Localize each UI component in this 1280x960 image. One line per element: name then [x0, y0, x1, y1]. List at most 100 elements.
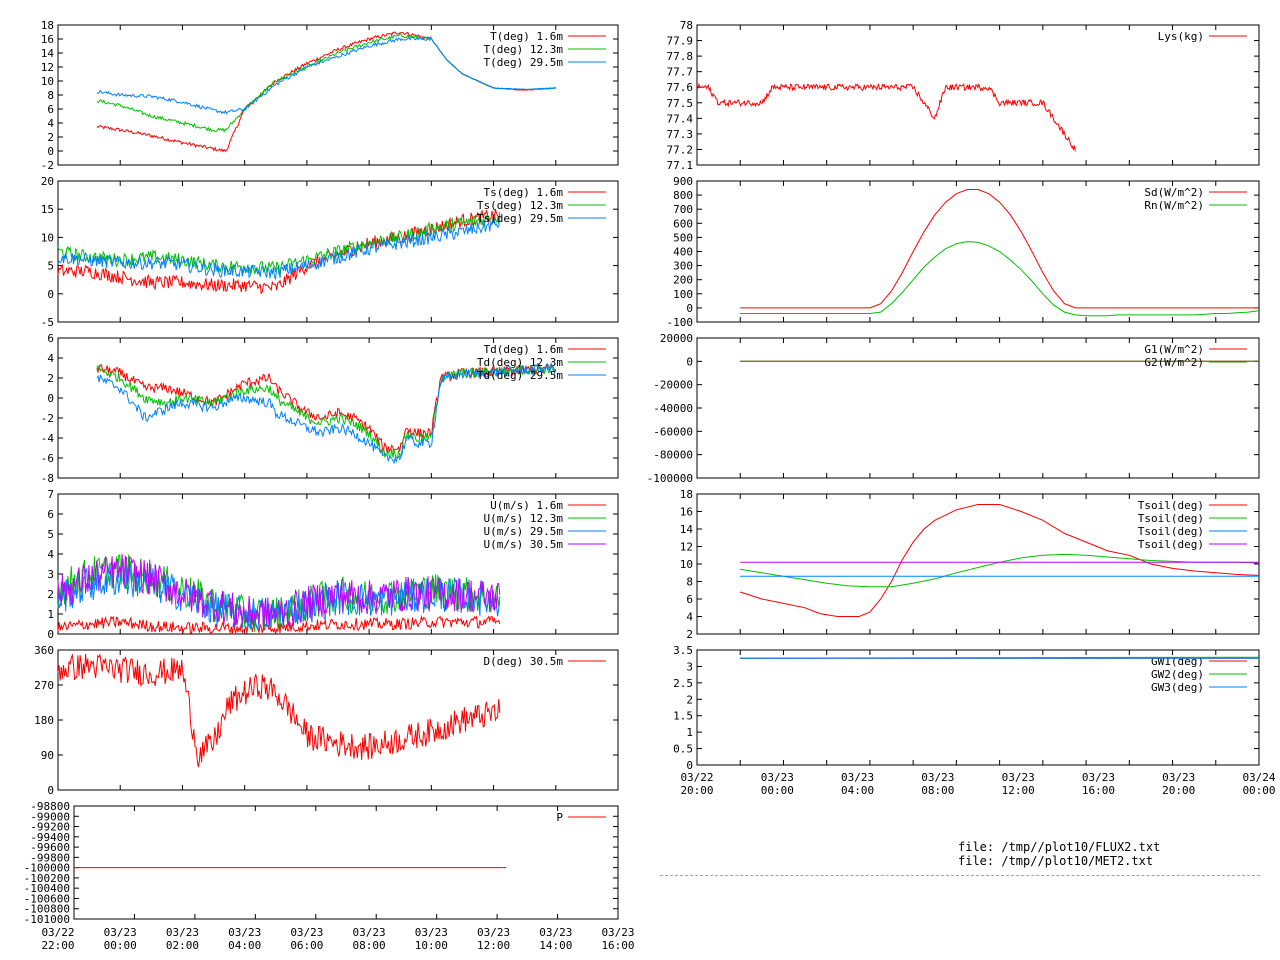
y-tick-label: 77.6	[667, 81, 694, 94]
x-tick-label-time: 00:00	[1242, 784, 1275, 797]
legend-label: D(deg) 30.5m	[484, 655, 564, 668]
y-tick-label: 0	[686, 302, 693, 315]
series-line	[57, 653, 501, 768]
y-tick-label: 6	[47, 332, 54, 345]
x-tick-label-date: 03/23	[353, 926, 386, 939]
y-tick-label: 1.5	[673, 710, 693, 723]
y-tick-label: 5	[47, 260, 54, 273]
y-tick-label: 2	[686, 628, 693, 641]
x-tick-label-date: 03/23	[761, 771, 794, 784]
legend-label: GW2(deg)	[1151, 668, 1204, 681]
y-tick-label: 6	[686, 593, 693, 606]
y-tick-label: -2	[41, 159, 54, 172]
y-tick-label: 4	[47, 352, 54, 365]
x-tick-label-date: 03/23	[290, 926, 323, 939]
legend-label: Td(deg) 29.5m	[477, 369, 563, 382]
x-tick-label-date: 03/23	[921, 771, 954, 784]
y-tick-label: -5	[41, 316, 54, 329]
y-tick-label: 500	[673, 231, 693, 244]
x-tick-label-time: 02:00	[166, 939, 199, 952]
y-tick-label: 900	[673, 175, 693, 188]
legend-label: Sd(W/m^2)	[1144, 186, 1204, 199]
y-tick-label: 2	[47, 372, 54, 385]
y-tick-label: 77.9	[667, 35, 694, 48]
x-tick-label-date: 03/23	[841, 771, 874, 784]
y-tick-label: 77.2	[667, 143, 694, 156]
y-tick-label: 360	[34, 644, 54, 657]
legend-label: G1(W/m^2)	[1144, 343, 1204, 356]
series-line	[57, 554, 501, 632]
y-tick-label: 1	[47, 608, 54, 621]
y-tick-label: -98800	[30, 800, 70, 813]
file-line-1: file: /tmp//plot10/FLUX2.txt	[958, 840, 1161, 854]
y-tick-label: 2	[47, 131, 54, 144]
legend-label: U(m/s) 1.6m	[490, 499, 563, 512]
y-tick-label: 3	[686, 660, 693, 673]
y-tick-label: -40000	[653, 402, 693, 415]
y-tick-label: 12	[41, 61, 54, 74]
y-tick-label: 10	[41, 75, 54, 88]
y-tick-label: 7	[47, 488, 54, 501]
y-tick-label: 5	[47, 528, 54, 541]
y-tick-label: 0	[686, 759, 693, 772]
y-tick-label: 77.4	[667, 112, 694, 125]
y-tick-label: 0	[686, 355, 693, 368]
legend-label: T(deg) 12.3m	[484, 43, 564, 56]
x-tick-label-date: 03/23	[415, 926, 448, 939]
y-tick-label: 1	[686, 726, 693, 739]
y-tick-label: 20	[41, 175, 54, 188]
series-line	[740, 241, 1260, 317]
panel-ground: -100000 -80000 -60000 -40000 -20000 0 20000 G1(…	[647, 332, 1260, 485]
y-tick-label: 6	[47, 103, 54, 116]
y-tick-label: -4	[41, 432, 55, 445]
y-tick-label: -100200	[24, 872, 70, 885]
x-tick-label-time: 20:00	[680, 784, 713, 797]
x-tick-label-date: 03/23	[228, 926, 261, 939]
y-tick-label: 77.3	[667, 128, 694, 141]
y-tick-label: 800	[673, 189, 693, 202]
y-tick-label: 15	[41, 203, 54, 216]
plot-frame	[696, 649, 1260, 766]
y-tick-label: 0	[47, 392, 54, 405]
series-line	[96, 362, 557, 459]
legend-label: Tsoil(deg)	[1138, 538, 1204, 551]
panel-soil: 24681012141618Tsoil(deg)Tsoil(deg)Tsoil(…	[680, 488, 1260, 641]
legend-label: U(m/s) 29.5m	[484, 525, 564, 538]
x-tick-label-time: 04:00	[228, 939, 261, 952]
y-tick-label: 12	[680, 541, 693, 554]
series-line	[96, 362, 557, 465]
x-tick-label-date: 03/23	[1162, 771, 1195, 784]
y-tick-label: 0	[47, 288, 54, 301]
y-tick-label: 14	[41, 47, 55, 60]
y-tick-label: 18	[680, 488, 693, 501]
y-tick-label: 8	[47, 89, 54, 102]
series-line	[57, 553, 501, 631]
series-line	[740, 189, 1259, 309]
y-tick-label: 6	[47, 508, 54, 521]
y-tick-label: 2	[686, 693, 693, 706]
y-tick-label: 16	[41, 33, 54, 46]
y-tick-label: 10	[680, 558, 693, 571]
x-tick-label-date: 03/23	[1002, 771, 1035, 784]
y-tick-label: -80000	[653, 449, 693, 462]
y-tick-label: -99000	[30, 810, 70, 823]
y-tick-label: -20000	[653, 379, 693, 392]
x-tick-label-date: 03/24	[1242, 771, 1275, 784]
y-tick-label: 0	[47, 784, 54, 797]
file-info: file: /tmp//plot10/FLUX2.txt file: /tmp//…	[958, 840, 1160, 868]
x-tick-label-time: 16:00	[1082, 784, 1115, 797]
y-tick-label: 3	[47, 568, 54, 581]
x-tick-label-time: 04:00	[841, 784, 874, 797]
legend-label: Td(deg) 12.3m	[477, 356, 563, 369]
y-tick-label: -100	[667, 316, 694, 329]
y-tick-label: -100000	[647, 472, 693, 485]
legend-label: G2(W/m^2)	[1144, 356, 1204, 369]
x-tick-label-date: 03/23	[539, 926, 572, 939]
y-tick-label: -100000	[24, 862, 70, 875]
y-tick-label: 14	[680, 523, 694, 536]
legend-label: U(m/s) 30.5m	[484, 538, 564, 551]
